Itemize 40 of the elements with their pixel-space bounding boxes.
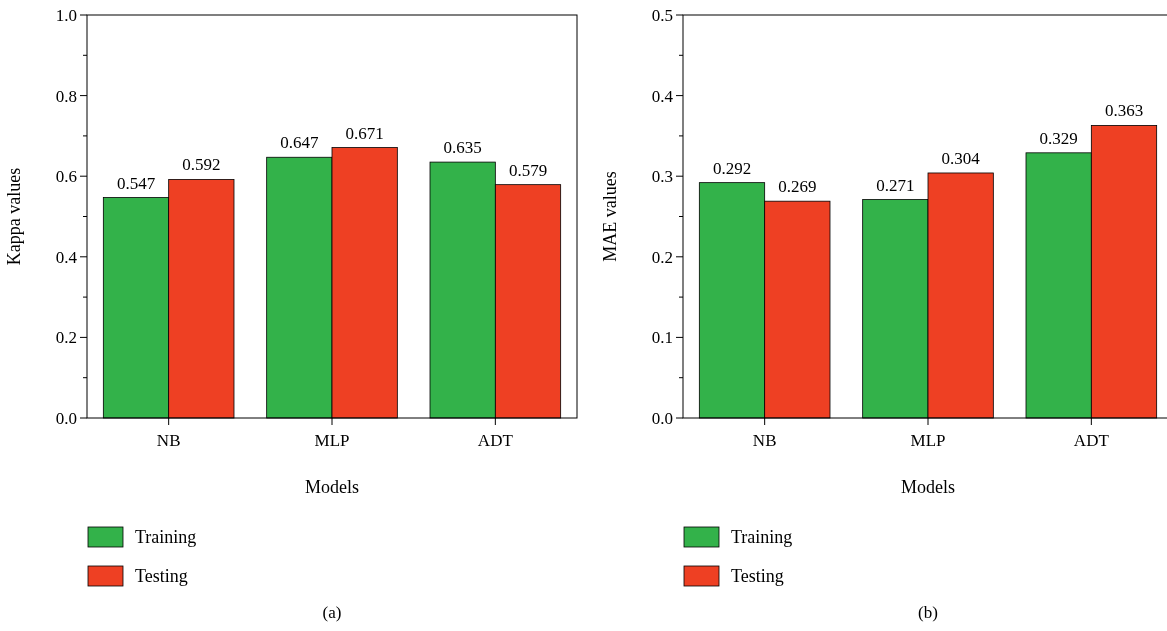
data-label: 0.329 [1039,128,1078,148]
text: (a) [322,603,342,622]
data-label: 0.363 [1104,101,1144,121]
y-tick-label: 0.0 [651,408,673,428]
data-label: 0.271 [876,175,915,195]
data-label: 0.304 [941,148,981,168]
y-tick-label: 0.4 [55,247,78,267]
y-tick-label: 0.1 [651,328,673,348]
y-tick-label: 0.8 [55,86,77,106]
data-label: 0.592 [182,155,221,175]
y-axis-title: Kappa values [4,167,24,266]
y-tick-label: 0.6 [55,167,77,187]
data-label: 0.579 [508,160,548,180]
y-tick-label: 0.2 [55,328,77,348]
x-tick-label: NB [752,431,777,450]
y-tick-label: 0.3 [651,167,673,187]
data-label: 0.269 [778,177,817,197]
x-tick-label: MLP [314,431,350,450]
text: (b) [918,603,938,622]
legend-label: Testing [731,566,784,586]
data-label: 0.547 [116,173,156,193]
x-axis-title: Models [901,477,955,497]
y-axis-title: MAE values [600,171,620,262]
y-tick-label: 0.0 [55,408,77,428]
x-tick-label: ADT [1073,431,1110,450]
legend-label: Training [731,527,793,547]
legend-label: Training [135,527,197,547]
data-label: 0.671 [345,123,384,143]
x-tick-label: MLP [910,431,946,450]
y-tick-label: 1.0 [55,5,77,25]
y-tick-label: 0.5 [651,5,673,25]
legend-label: Testing [135,566,188,586]
data-label: 0.292 [712,158,752,178]
data-label: 0.647 [280,133,319,153]
y-tick-label: 0.4 [651,86,674,106]
x-axis-title: Models [305,477,359,497]
data-label: 0.635 [443,138,482,158]
y-tick-label: 0.2 [651,247,673,267]
x-tick-label: NB [156,431,181,450]
x-tick-label: ADT [477,431,514,450]
